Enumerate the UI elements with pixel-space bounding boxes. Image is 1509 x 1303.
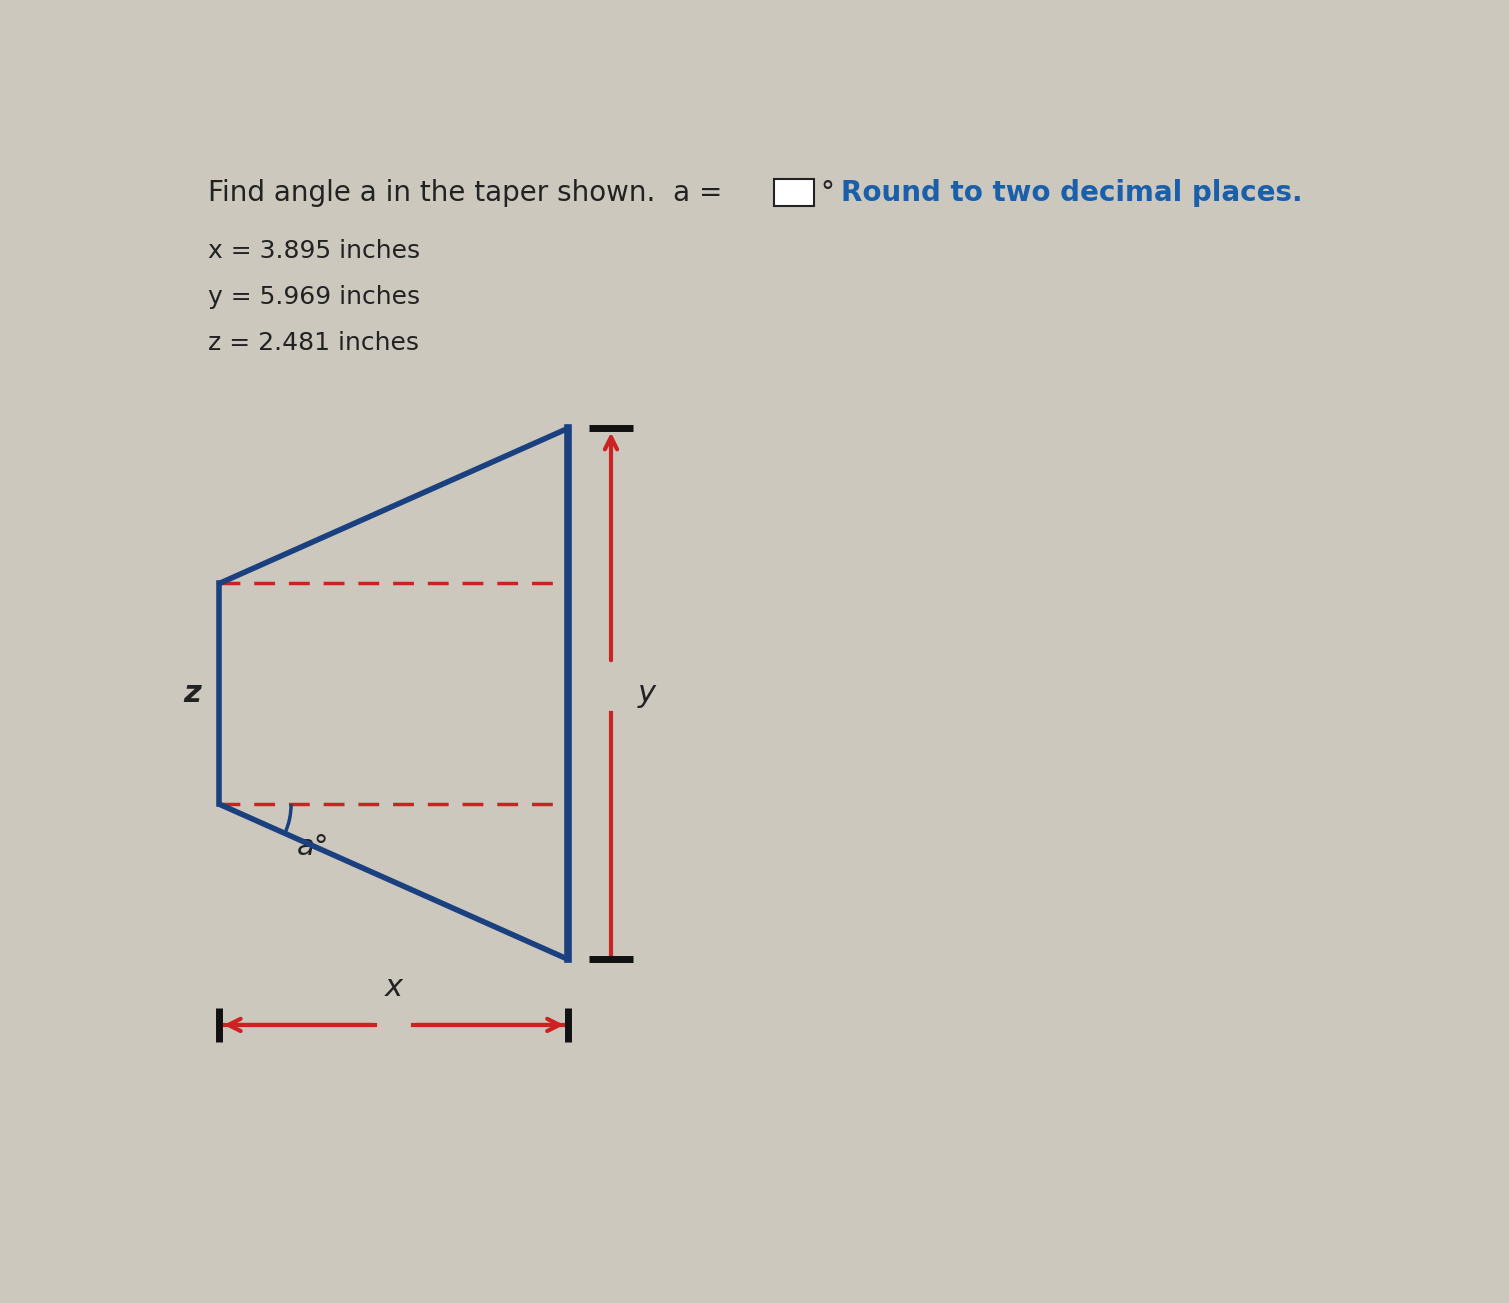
Text: Round to two decimal places.: Round to two decimal places. — [841, 180, 1302, 207]
Text: x = 3.895 inches: x = 3.895 inches — [208, 238, 420, 263]
Text: a°: a° — [297, 833, 329, 860]
Text: Find angle a in the taper shown.  a =: Find angle a in the taper shown. a = — [208, 180, 723, 207]
Text: z: z — [184, 679, 201, 709]
Text: z = 2.481 inches: z = 2.481 inches — [208, 331, 420, 356]
Text: y: y — [638, 679, 656, 709]
Text: °: ° — [821, 180, 834, 207]
Text: y = 5.969 inches: y = 5.969 inches — [208, 285, 420, 309]
Text: x: x — [385, 973, 403, 1002]
FancyBboxPatch shape — [774, 180, 813, 206]
